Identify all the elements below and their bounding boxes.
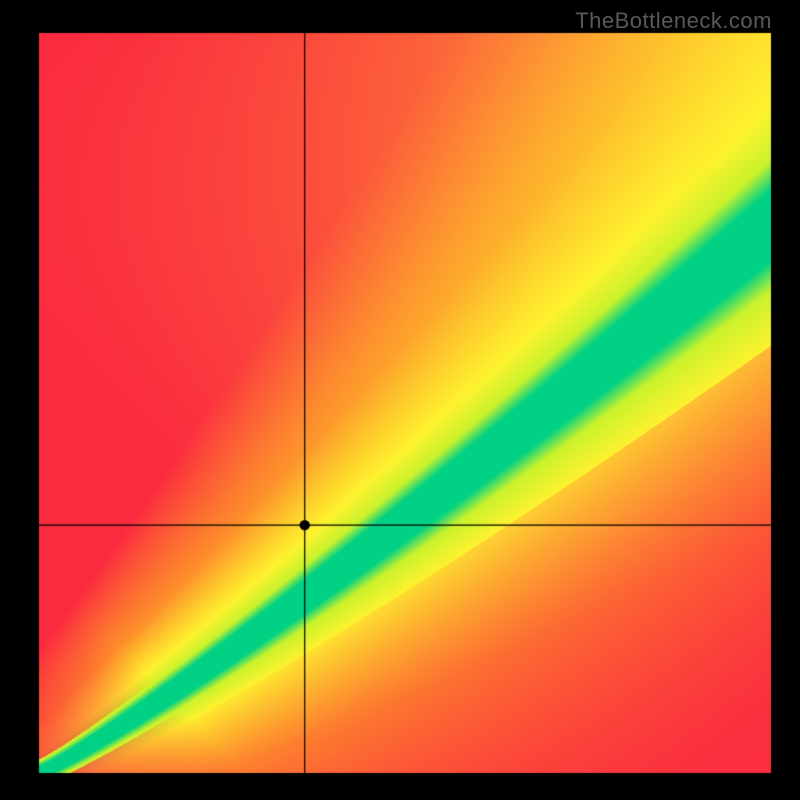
watermark-text: TheBottleneck.com <box>575 8 772 34</box>
